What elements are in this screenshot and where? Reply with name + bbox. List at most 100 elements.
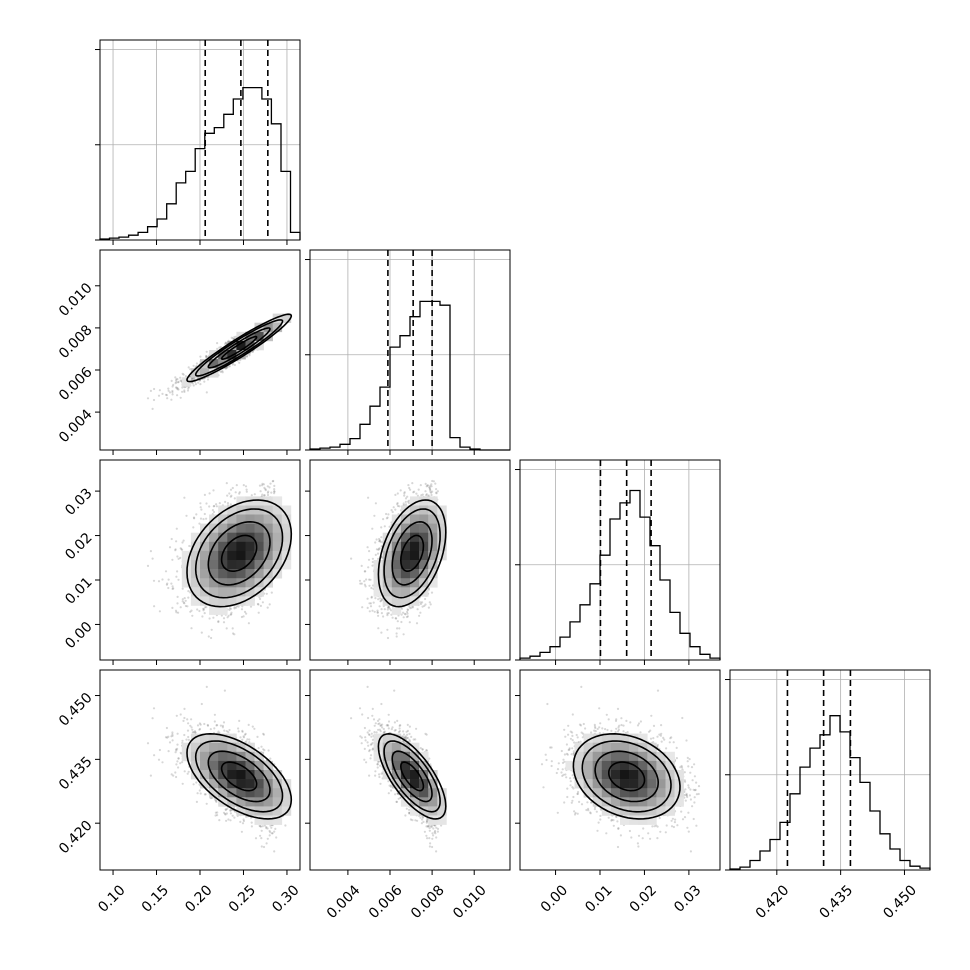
scatter-point (212, 510, 216, 514)
scatter-point (237, 605, 240, 608)
scatter-point (203, 380, 206, 383)
scatter-point (170, 379, 173, 382)
scatter-point (198, 609, 201, 613)
density-cell (236, 340, 246, 351)
scatter-point (183, 389, 186, 392)
scatter-point (222, 617, 226, 620)
scatter-point (189, 591, 192, 594)
scatter-point (192, 384, 195, 387)
panel-1-0 (95, 249, 301, 455)
scatter-point (245, 355, 248, 358)
scatter-point (190, 627, 193, 630)
scatter-point (205, 350, 208, 353)
scatter-point (233, 497, 236, 500)
scatter-point (263, 494, 266, 497)
scatter-point (195, 513, 198, 516)
scatter-point (177, 611, 180, 614)
panel-1-1 (305, 249, 511, 455)
density-cell (209, 359, 219, 369)
scatter-point (230, 336, 233, 339)
scatter-point (171, 385, 174, 388)
scatter-point (188, 544, 191, 548)
scatter-point (167, 389, 170, 392)
scatter-point (175, 575, 178, 578)
scatter-point (172, 383, 175, 386)
contour-line (220, 335, 258, 360)
scatter-point (244, 485, 248, 488)
scatter-point (174, 376, 177, 379)
scatter-point (202, 607, 205, 610)
density-cell (254, 331, 264, 342)
scatter-point (192, 526, 195, 529)
scatter-point (167, 387, 170, 390)
scatter-point (175, 379, 178, 382)
scatter-point (197, 381, 200, 384)
density-cell (281, 313, 292, 323)
scatter-point (219, 370, 222, 373)
scatter-point (183, 496, 186, 499)
scatter-point (233, 606, 236, 609)
scatter-point (146, 397, 150, 400)
scatter-point (184, 599, 187, 602)
scatter-point (193, 517, 196, 520)
panel-content-2-0 (146, 479, 293, 640)
scatter-point (171, 606, 174, 610)
scatter-point (218, 346, 221, 349)
scatter-point (248, 352, 251, 355)
scatter-point (192, 377, 195, 380)
panel-0-0 (95, 39, 301, 245)
scatter-point (239, 359, 242, 362)
scatter-point (228, 365, 231, 368)
scatter-point (224, 341, 227, 344)
scatter-point (191, 382, 194, 385)
scatter-point (202, 518, 205, 521)
scatter-point (270, 591, 273, 594)
scatter-point (248, 354, 251, 357)
scatter-point (261, 601, 264, 604)
scatter-point (221, 370, 224, 373)
scatter-point (273, 484, 276, 487)
scatter-point (194, 383, 197, 386)
scatter-point (224, 500, 227, 503)
scatter-point (232, 632, 235, 635)
scatter-point (208, 505, 211, 508)
scatter-point (205, 391, 208, 394)
contour-line (194, 319, 284, 377)
scatter-point (175, 378, 178, 381)
scatter-point (210, 636, 213, 640)
scatter-point (268, 486, 271, 489)
scatter-point (192, 364, 195, 367)
scatter-point (270, 491, 273, 494)
scatter-point (257, 611, 260, 614)
scatter-point (245, 488, 248, 491)
scatter-point (208, 492, 211, 495)
scatter-point (205, 502, 208, 505)
scatter-point (203, 612, 206, 615)
scatter-point (170, 398, 173, 401)
scatter-point (249, 605, 253, 608)
scatter-point (176, 602, 179, 605)
scatter-point (176, 570, 179, 573)
scatter-point (245, 612, 248, 615)
scatter-point (231, 337, 234, 340)
scatter-point (181, 372, 184, 375)
scatter-point (174, 548, 177, 551)
scatter-point (179, 606, 182, 609)
scatter-point (234, 491, 237, 494)
scatter-point (257, 603, 260, 606)
scatter-point (228, 492, 231, 495)
scatter-point (179, 556, 182, 560)
scatter-point (218, 502, 221, 505)
scatter-point (182, 601, 185, 604)
density-cell (181, 377, 192, 387)
scatter-point (227, 614, 230, 617)
scatter-point (231, 627, 234, 630)
scatter-point (170, 582, 173, 585)
scatter-point (171, 389, 174, 393)
scatter-point (171, 558, 174, 561)
scatter-point (183, 602, 186, 605)
scatter-point (151, 407, 154, 410)
panel-frame (99, 249, 301, 451)
scatter-point (251, 350, 254, 353)
scatter-point (195, 362, 198, 365)
